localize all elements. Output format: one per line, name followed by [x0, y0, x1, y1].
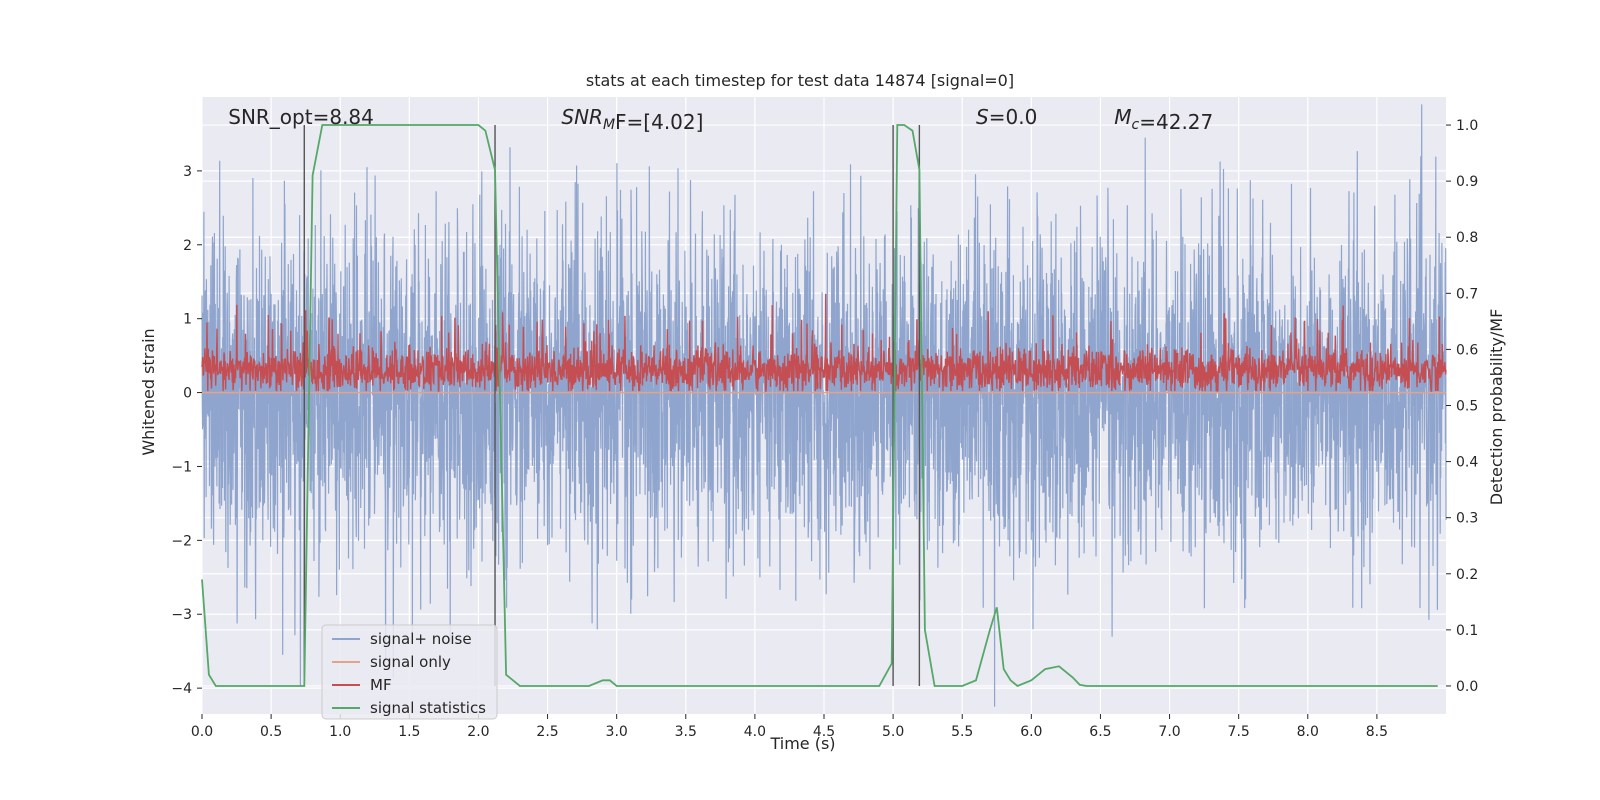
- y2-tick-label: 0.0: [1456, 679, 1478, 695]
- y2-tick-label: 0.2: [1456, 567, 1478, 583]
- mf-line: [201, 293, 1447, 393]
- y-tick-label: −4: [171, 681, 192, 697]
- legend-label: MF: [370, 676, 392, 694]
- legend-label: signal+ noise: [370, 630, 472, 648]
- x-tick-label: 5.5: [951, 724, 973, 740]
- y-tick-label: 1: [183, 312, 192, 328]
- x-tick-label: 8.5: [1366, 724, 1388, 740]
- y-tick-label: 2: [183, 238, 192, 254]
- y-tick-label: −2: [171, 533, 192, 549]
- stat-annotation: S=0.0: [976, 105, 1037, 129]
- x-tick-label: 0.0: [191, 724, 213, 740]
- x-tick-label: 6.5: [1089, 724, 1111, 740]
- signal-statistics-line: [201, 124, 1438, 688]
- x-axis-label: Time (s): [769, 734, 835, 753]
- x-tick-label: 3.5: [675, 724, 697, 740]
- y2-tick-label: 0.3: [1456, 511, 1478, 527]
- y-tick-label: 3: [183, 164, 192, 180]
- y-tick-label: 0: [183, 386, 192, 402]
- y-tick-label: −1: [171, 459, 192, 475]
- y2-tick-label: 0.4: [1456, 455, 1478, 471]
- x-tick-label: 0.5: [260, 724, 282, 740]
- y2-tick-label: 0.7: [1456, 286, 1478, 302]
- x-tick-label: 1.5: [398, 724, 420, 740]
- stat-annotation: SNRMF=[4.02]: [561, 105, 703, 134]
- y2-tick-label: 1.0: [1456, 118, 1478, 134]
- y2-axis-label: Detection probability/MF: [1487, 309, 1506, 506]
- legend: signal+ noise signal only MF signal statist…: [321, 624, 498, 720]
- x-tick-label: 3.0: [606, 724, 628, 740]
- x-tick-label: 6.0: [1020, 724, 1042, 740]
- x-tick-label: 8.0: [1297, 724, 1319, 740]
- y2-tick-label: 0.1: [1456, 623, 1478, 639]
- x-tick-label: 4.0: [744, 724, 766, 740]
- x-tick-label: 7.5: [1228, 724, 1250, 740]
- x-tick-label: 5.0: [882, 724, 904, 740]
- legend-label: signal statistics: [370, 699, 486, 717]
- x-tick-label: 1.0: [329, 724, 351, 740]
- legend-box: [321, 624, 498, 720]
- chart-title: stats at each timestep for test data 148…: [586, 71, 1014, 90]
- x-tick-label: 2.0: [467, 724, 489, 740]
- x-tick-label: 4.5: [813, 724, 835, 740]
- y2-tick-label: 0.5: [1456, 399, 1478, 415]
- y2-tick-label: 0.6: [1456, 342, 1478, 358]
- y2-tick-label: 0.8: [1456, 230, 1478, 246]
- y2-tick-label: 0.9: [1456, 174, 1478, 190]
- x-tick-label: 7.0: [1158, 724, 1180, 740]
- stat-annotation: Mc=42.27: [1114, 105, 1213, 134]
- y-tick-label: −3: [171, 607, 192, 623]
- y-axis-label: Whitened strain: [139, 328, 158, 455]
- x-tick-label: 2.5: [536, 724, 558, 740]
- stat-annotation: SNR_opt=8.84: [228, 105, 374, 129]
- legend-label: signal only: [370, 653, 451, 671]
